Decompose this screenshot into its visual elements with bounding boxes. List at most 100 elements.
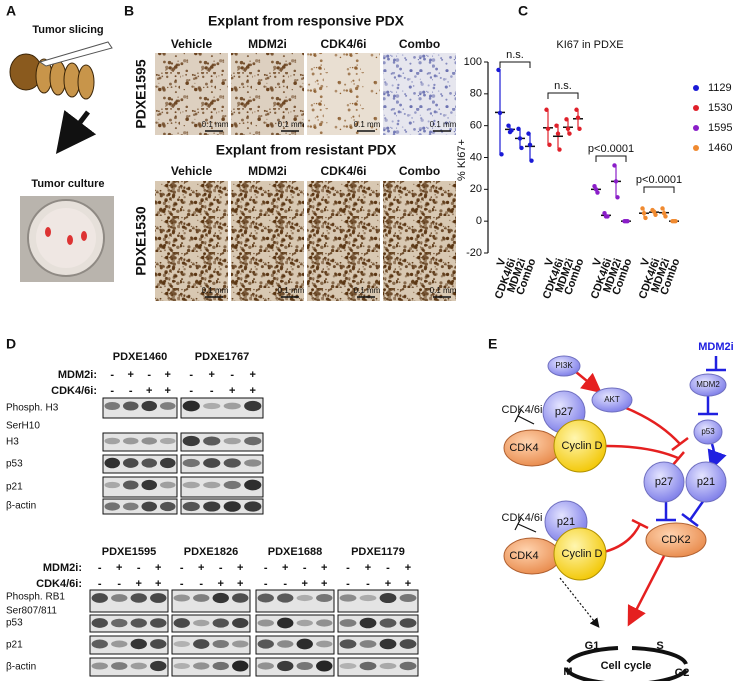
sign: -	[366, 578, 370, 590]
band	[193, 662, 210, 670]
node	[689, 373, 727, 397]
protein-label: Ser807/811	[6, 606, 57, 617]
x-tick-label: V	[591, 256, 605, 268]
band	[359, 594, 377, 602]
sign: -	[110, 369, 114, 381]
data-point	[526, 131, 531, 136]
band	[141, 501, 158, 512]
band	[257, 639, 274, 649]
band	[379, 618, 397, 628]
node	[591, 387, 633, 413]
sign: +	[385, 578, 391, 590]
bracket	[595, 155, 627, 162]
scale-label: 0.1 mm	[202, 286, 229, 295]
blot-strip	[337, 589, 419, 613]
row-title: Explant from resistant PDX	[216, 142, 397, 158]
sign: -	[137, 562, 141, 574]
sign: -	[98, 578, 102, 590]
band	[203, 481, 221, 489]
panel-d: D PDXE1460- + - +- - + +PDXE1767- + - +- - + +MDM2i:…	[6, 336, 419, 677]
data-point	[612, 163, 617, 168]
chart-title: KI67 in PDXE	[556, 39, 623, 51]
sign: -	[283, 578, 287, 590]
sign: +	[128, 369, 134, 381]
sample-header: PDXE1460	[113, 351, 167, 363]
band	[277, 640, 294, 648]
protein-label: Phosph. RB1	[6, 592, 65, 603]
data-point	[565, 126, 571, 132]
band	[339, 619, 357, 627]
band	[193, 594, 210, 602]
node	[693, 419, 723, 445]
sample-header: PDXE1767	[195, 351, 249, 363]
band	[203, 436, 221, 446]
scale-label: 0.1 mm	[354, 120, 381, 129]
panel-c: C KI67 in PDXE % KI67+ -20020406080100VC…	[456, 3, 733, 301]
y-tick-label: 40	[470, 151, 482, 163]
scale-label: 0.1 mm	[202, 120, 229, 129]
node	[547, 355, 581, 377]
sample-label: PDXE1530	[133, 206, 149, 275]
data-point	[506, 123, 511, 128]
band	[244, 400, 262, 412]
blot-strip	[102, 498, 178, 515]
band	[296, 619, 313, 627]
micrograph	[155, 181, 228, 301]
protein-label: β-actin	[6, 501, 36, 512]
band	[122, 437, 139, 445]
panel-b: B Explant from responsive PDX PDXE1595 Veh…	[124, 3, 457, 301]
data-point	[641, 211, 647, 216]
node-label: p53	[701, 427, 715, 436]
y-axis-label: % KI67+	[456, 139, 468, 181]
band	[399, 661, 417, 671]
data-point	[605, 214, 610, 219]
band	[296, 594, 313, 602]
annotation: n.s.	[554, 80, 572, 92]
protein-label: H3	[6, 437, 19, 448]
band	[277, 617, 294, 629]
sign: -	[264, 578, 268, 590]
band	[159, 501, 176, 512]
data-point	[509, 128, 514, 133]
band	[203, 402, 221, 410]
sign: -	[210, 385, 214, 397]
band	[316, 619, 333, 627]
band	[104, 457, 121, 469]
blot-strip	[171, 614, 251, 633]
micrograph	[231, 53, 304, 135]
band	[104, 402, 121, 410]
band	[399, 639, 417, 649]
arrow	[55, 110, 97, 154]
sign: +	[321, 578, 327, 590]
sign: -	[180, 562, 184, 574]
sample-label: PDXE1595	[133, 59, 149, 128]
band	[316, 660, 333, 672]
legend-label: 1460	[708, 142, 732, 154]
panel-label: C	[518, 3, 528, 19]
annotation: p<0.0001	[588, 143, 634, 155]
blot-strip	[180, 397, 264, 419]
sign: -	[180, 578, 184, 590]
data-point	[577, 126, 582, 132]
band	[193, 639, 210, 649]
legend-marker	[693, 125, 699, 131]
band	[339, 662, 357, 670]
band	[150, 660, 167, 672]
protein-label: p21	[6, 640, 23, 651]
sign: -	[219, 562, 223, 574]
column-label: CDK4/6i	[320, 37, 366, 51]
band	[257, 662, 274, 670]
y-tick-label: 20	[470, 183, 482, 195]
sign: -	[303, 562, 307, 574]
protein-label: p21	[6, 482, 23, 493]
band	[173, 662, 190, 670]
node-label: p27	[655, 476, 673, 488]
node	[685, 461, 727, 503]
data-point	[663, 214, 668, 219]
legend-marker	[693, 85, 699, 91]
blot-strip	[337, 614, 419, 633]
sign: +	[405, 562, 411, 574]
band	[379, 592, 397, 604]
band	[232, 660, 249, 672]
sign: +	[165, 369, 171, 381]
